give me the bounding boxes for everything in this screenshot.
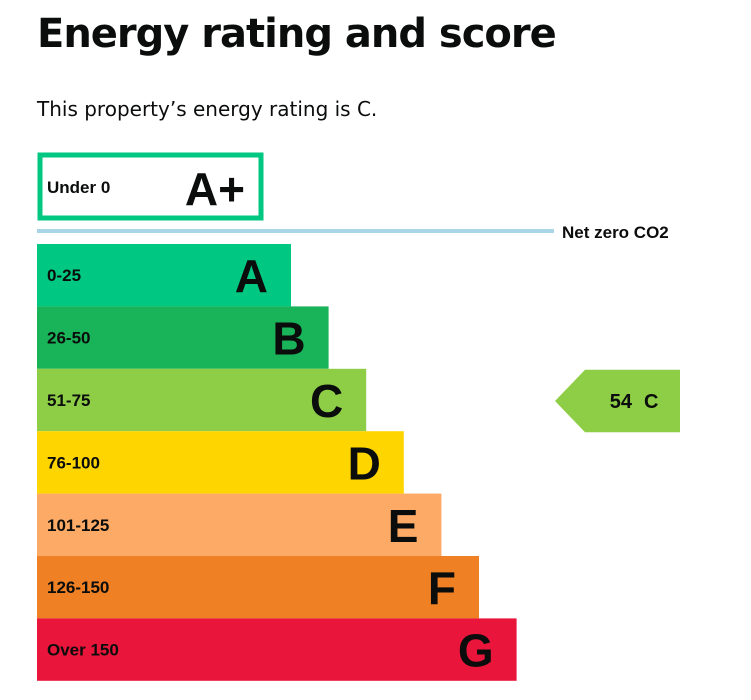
- current-rating-arrow: [555, 369, 680, 433]
- band-letter-label: B: [272, 313, 305, 365]
- current-letter-label: C: [644, 391, 658, 413]
- band-letter-label: F: [428, 562, 456, 614]
- energy-rating-summary: This property’s energy rating is C.: [37, 97, 378, 121]
- band-bar-c: [37, 368, 367, 432]
- band-bar-g: [37, 618, 517, 681]
- band-letter-label: G: [458, 625, 494, 677]
- band-letter-label: A+: [185, 163, 245, 215]
- band-bar-a: [37, 244, 291, 307]
- band-letter-label: E: [388, 500, 419, 552]
- page-title: Energy rating and score: [37, 11, 557, 57]
- band-bar-d: [37, 431, 404, 494]
- band-range-label: 101-125: [47, 516, 109, 535]
- band-bar-e: [37, 493, 442, 556]
- band-range-label: Under 0: [47, 178, 110, 197]
- band-range-label: 126-150: [47, 578, 109, 597]
- current-score-label: 54: [610, 391, 633, 413]
- band-range-label: 51-75: [47, 391, 90, 410]
- band-range-label: Over 150: [47, 641, 119, 660]
- band-range-label: 0-25: [47, 266, 81, 285]
- band-range-label: 76-100: [47, 453, 100, 472]
- band-bar-f: [37, 556, 479, 619]
- band-outline-a-plus: [37, 152, 264, 221]
- band-letter-label: A: [235, 250, 268, 302]
- band-letter-label: D: [348, 437, 381, 489]
- net-zero-label: Net zero CO2: [562, 223, 669, 242]
- band-bar-b: [37, 306, 329, 369]
- band-range-label: 26-50: [47, 329, 90, 348]
- band-letter-label: C: [310, 375, 343, 427]
